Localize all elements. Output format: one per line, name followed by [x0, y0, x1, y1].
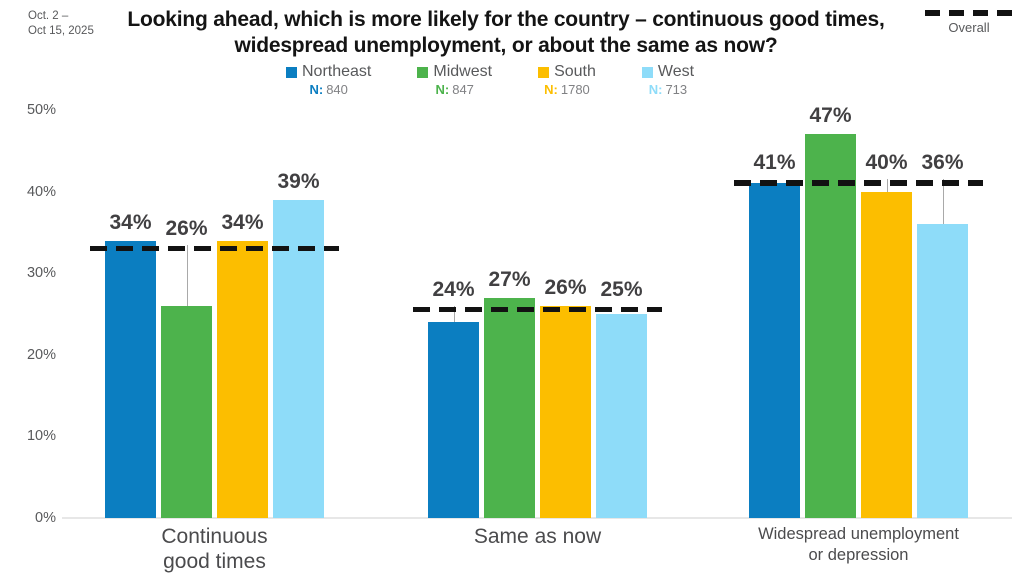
- bar-value-label: 27%: [488, 267, 531, 291]
- legend-n-count: N: 713: [649, 82, 687, 97]
- overall-legend-label: Overall: [948, 20, 990, 35]
- legend-label: South: [554, 63, 596, 80]
- bar-value-label: 39%: [277, 169, 320, 193]
- legend-n-count: N: 847: [436, 82, 474, 97]
- legend-item-south: South N: 1780: [538, 63, 596, 97]
- west-swatch-icon: [641, 66, 653, 78]
- label-leader-line: [942, 179, 944, 225]
- series-legend: Northeast N: 840 Midwest N: 847 South N: 17…: [286, 63, 694, 97]
- bar-midwest-widespread-unemployment-or-depression: [805, 134, 856, 518]
- category-label-line: or depression: [808, 546, 909, 564]
- bar-west-same-as-now: [596, 314, 647, 518]
- n-value: 847: [452, 82, 474, 97]
- bar-west-widespread-unemployment-or-depression: [917, 224, 968, 518]
- overall-dashed-line-icon: [925, 10, 1013, 16]
- bar-value-label: 24%: [432, 277, 475, 301]
- y-axis-tick-30pct: 30%: [26, 265, 56, 282]
- chart-title: Looking ahead, which is more likely for …: [127, 8, 885, 58]
- bar-northeast-same-as-now: [428, 322, 479, 518]
- bar-south-widespread-unemployment-or-depression: [861, 191, 912, 518]
- legend-n-count: N: 1780: [544, 82, 590, 97]
- legend-label: Northeast: [302, 63, 372, 80]
- category-label-line: Same as now: [473, 525, 602, 548]
- x-axis-line: [62, 517, 1012, 519]
- category-label-widespread-unemployment-or-depression: Widespread unemployment or depression: [709, 524, 1009, 566]
- legend-label: West: [657, 63, 695, 80]
- n-value: 1780: [560, 82, 590, 97]
- overall-legend: Overall: [925, 10, 1013, 35]
- bar-south-same-as-now: [540, 305, 591, 518]
- overall-line-same-as-now: [413, 306, 662, 313]
- legend-item-northeast: Northeast N: 840: [286, 63, 371, 97]
- category-label-line: good times: [163, 550, 266, 573]
- y-axis-tick-50pct: 50%: [26, 102, 56, 118]
- n-prefix: N:: [648, 82, 663, 97]
- category-label-continuous-good-times: Continuous good times: [115, 524, 315, 574]
- bar-northeast-widespread-unemployment-or-depression: [749, 183, 800, 518]
- y-axis-tick-10pct: 10%: [26, 428, 56, 445]
- bar-value-label: 47%: [809, 104, 852, 128]
- south-swatch-icon: [538, 66, 550, 78]
- overall-line-continuous-good-times: [90, 245, 339, 252]
- legend-item-midwest: Midwest N: 847: [417, 63, 492, 97]
- bar-value-label: 34%: [221, 210, 264, 234]
- category-label-same-as-now: Same as now: [388, 524, 688, 549]
- northeast-swatch-icon: [286, 66, 297, 78]
- bar-west-continuous-good-times: [273, 199, 324, 518]
- bar-value-label: 34%: [109, 210, 152, 234]
- n-prefix: N:: [544, 82, 558, 97]
- bar-value-label: 36%: [921, 151, 964, 175]
- bar-midwest-same-as-now: [484, 297, 535, 518]
- legend-n-count: N: 840: [309, 82, 347, 97]
- n-value: 840: [326, 82, 348, 97]
- bar-value-label: 25%: [600, 277, 643, 301]
- y-axis-tick-40pct: 40%: [26, 183, 56, 200]
- bar-value-label: 26%: [165, 216, 208, 240]
- label-leader-line: [186, 244, 188, 306]
- n-value: 713: [665, 82, 688, 97]
- n-prefix: N:: [435, 82, 450, 97]
- midwest-swatch-icon: [417, 66, 429, 78]
- label-leader-line: [453, 305, 455, 323]
- legend-label: Midwest: [433, 63, 493, 80]
- date-range-label: Oct. 2 – Oct 15, 2025: [28, 10, 94, 37]
- bar-value-label: 40%: [865, 151, 908, 175]
- category-label-line: Widespread unemployment: [758, 525, 959, 543]
- n-prefix: N:: [309, 82, 324, 97]
- bar-value-label: 41%: [753, 151, 796, 175]
- bar-value-label: 26%: [544, 275, 587, 299]
- overall-line-widespread-unemployment-or-depression: [734, 180, 983, 186]
- category-label-line: Continuous: [161, 525, 268, 548]
- bar-northeast-continuous-good-times: [105, 240, 156, 518]
- legend-item-west: West N: 713: [641, 63, 695, 97]
- y-axis-tick-0pct: 0%: [35, 510, 56, 526]
- bar-south-continuous-good-times: [217, 240, 268, 518]
- y-axis-tick-20pct: 20%: [26, 346, 56, 363]
- bar-midwest-continuous-good-times: [161, 305, 212, 518]
